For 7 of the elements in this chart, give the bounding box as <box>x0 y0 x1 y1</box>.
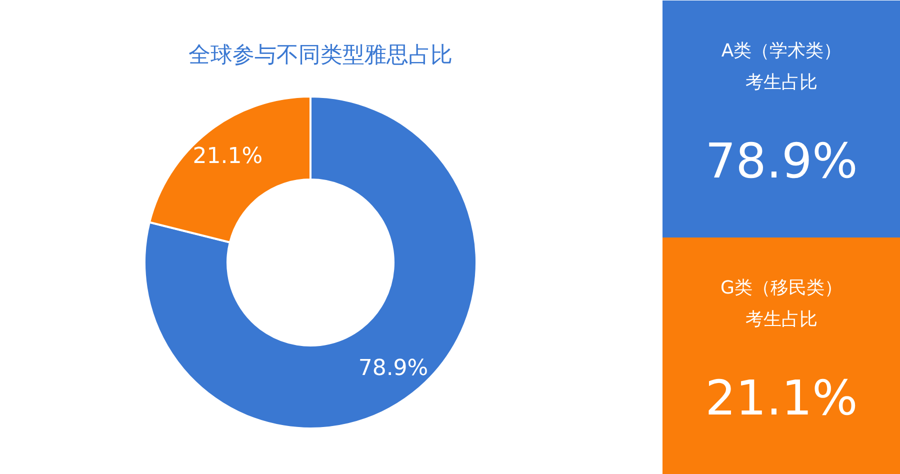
text: 21.1% <box>705 370 858 427</box>
data-label: 21.1% <box>192 144 263 169</box>
text: G类（移民类）考生占比 <box>720 278 842 330</box>
data-label: 78.9% <box>358 356 428 382</box>
text: 78.9% <box>705 134 858 190</box>
text: A类（学术类）考生占比 <box>721 40 842 94</box>
chart-title: 全球参与不同类型雅思占比 <box>188 43 452 68</box>
